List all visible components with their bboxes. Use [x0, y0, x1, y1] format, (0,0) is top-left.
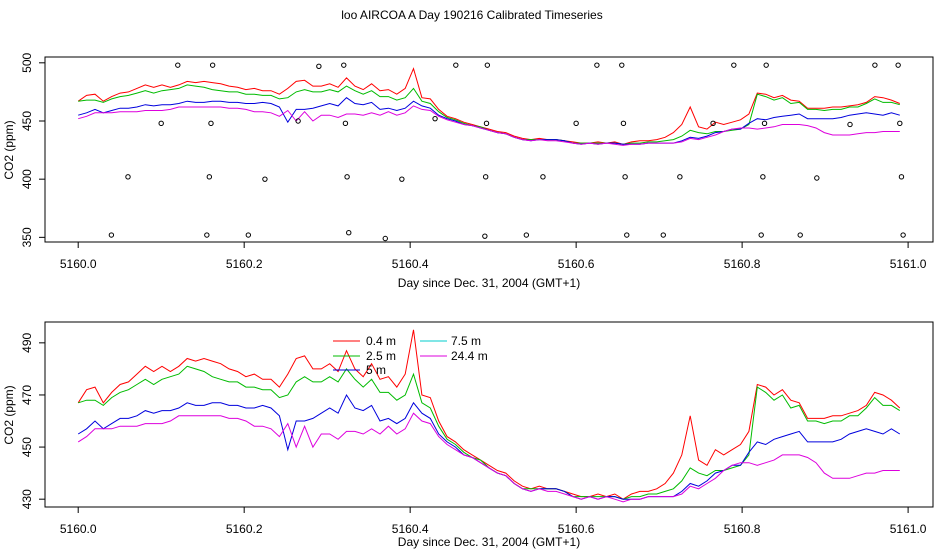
top-marker-point: [847, 121, 853, 128]
legend-label-2-5m: 2.5 m: [366, 349, 396, 363]
bottom-x-tick-label: 5161.0: [890, 522, 927, 536]
bottom-plot-frame: [44, 321, 934, 508]
top-marker-point: [677, 174, 683, 180]
top-marker-point: [295, 118, 301, 124]
top-x-tick-label: 5160.0: [60, 257, 97, 271]
bottom-x-axis-title: Day since Dec. 31, 2004 (GMT+1): [398, 535, 580, 549]
bottom-y-tick-label: 490: [20, 333, 34, 353]
top-line-series-0: [77, 67, 900, 145]
top-marker-point: [158, 120, 164, 127]
top-marker-point: [206, 174, 213, 180]
bottom-y-tick-label: 430: [20, 489, 34, 509]
bottom-x-axis: 5160.0 5160.2 5160.4 5160.6 5160.8 5161.0: [60, 506, 927, 536]
top-x-tick-label: 5160.6: [558, 257, 595, 271]
top-marker-point: [573, 120, 579, 127]
top-marker-point: [897, 120, 903, 127]
top-marker-point: [523, 232, 530, 238]
top-line-series-2: [78, 97, 900, 145]
bottom-line-24-4-m: [77, 412, 900, 503]
top-marker-point: [872, 62, 878, 68]
bottom-y-tick-label: 450: [20, 437, 34, 457]
top-marker-point: [710, 120, 716, 127]
top-line-series-3: [78, 105, 900, 146]
top-marker-point: [482, 233, 488, 239]
top-marker-point: [620, 120, 627, 127]
top-marker-point: [382, 235, 388, 242]
chart-title: loo AIRCOA A Day 190216 Calibrated Times…: [341, 8, 602, 22]
bottom-line-5-m: [77, 393, 901, 500]
top-marker-point: [619, 62, 625, 68]
top-marker-point: [262, 176, 268, 182]
top-marker-point: [316, 63, 322, 70]
top-marker-point: [175, 62, 181, 68]
bottom-y-axis: 430 450 470 490: [20, 333, 46, 509]
top-marker-point: [758, 232, 764, 238]
bottom-x-tick-label: 5160.8: [724, 522, 761, 536]
legend-label-5m: 5 m: [366, 363, 386, 377]
top-y-axis: 350 400 450 500: [20, 52, 46, 247]
top-x-tick-label: 5160.4: [392, 257, 429, 271]
bottom-x-tick-label: 5160.4: [392, 522, 429, 536]
bottom-x-tick-label: 5160.0: [60, 522, 97, 536]
top-y-axis-title: CO2 (ppm): [2, 120, 16, 179]
top-marker-point: [895, 62, 901, 68]
top-marker-point: [540, 174, 546, 180]
top-marker-point: [898, 174, 905, 180]
top-marker-point: [660, 232, 666, 238]
top-marker-point: [399, 176, 405, 182]
top-marker-point: [245, 232, 252, 238]
top-x-tick-label: 5160.2: [226, 257, 263, 271]
top-line-series-1: [78, 84, 900, 145]
top-y-tick-label: 450: [20, 111, 34, 131]
bottom-line-0-4-m: [77, 329, 901, 500]
top-marker-point: [204, 232, 210, 238]
legend-label-24-4m: 24.4 m: [451, 349, 488, 363]
bottom-line-2-5-m: [78, 365, 901, 500]
bottom-x-tick-label: 5160.2: [226, 522, 263, 536]
top-marker-point: [208, 120, 214, 127]
top-marker-point: [761, 120, 768, 127]
bottom-series-group: [77, 329, 901, 503]
top-x-tick-label: 5161.0: [890, 257, 927, 271]
bottom-panel: 5160.0 5160.2 5160.4 5160.6 5160.8 5161.0 430…: [2, 321, 934, 549]
top-marker-point: [900, 232, 906, 238]
top-marker-point: [125, 174, 131, 180]
top-marker-point: [622, 174, 628, 180]
legend-label-0-4m: 0.4 m: [366, 334, 396, 348]
top-marker-point: [760, 174, 766, 180]
top-marker-point: [341, 62, 347, 68]
top-marker-point: [624, 232, 630, 238]
top-marker-point: [432, 115, 438, 122]
top-panel: 5160.0 5160.2 5160.4 5160.6 5160.8 5161.0 350…: [2, 52, 934, 290]
top-marker-point: [797, 232, 803, 238]
top-marker-point: [344, 174, 350, 180]
top-marker-point: [594, 62, 600, 68]
top-x-tick-label: 5160.8: [724, 257, 761, 271]
top-marker-point: [763, 62, 769, 68]
top-x-axis-title: Day since Dec. 31, 2004 (GMT+1): [398, 276, 580, 290]
bottom-y-axis-title: CO2 (ppm): [2, 385, 16, 444]
top-marker-point: [484, 62, 491, 68]
top-y-tick-label: 400: [20, 169, 34, 189]
top-marker-point: [482, 174, 489, 180]
top-marker-point: [209, 62, 216, 68]
top-marker-point: [731, 62, 737, 68]
legend: 0.4 m 2.5 m 5 m 7.5 m 24.4 m: [333, 334, 488, 377]
top-marker-point: [483, 120, 490, 127]
top-y-tick-label: 350: [20, 227, 34, 247]
top-marker-point: [108, 232, 115, 238]
top-marker-point: [346, 229, 352, 236]
legend-label-7-5m: 7.5 m: [451, 334, 481, 348]
top-x-axis: 5160.0 5160.2 5160.4 5160.6 5160.8 5161.0: [60, 241, 927, 271]
bottom-y-tick-label: 470: [20, 385, 34, 405]
top-marker-point: [814, 175, 820, 181]
top-marker-point: [453, 62, 459, 68]
top-y-tick-label: 500: [20, 52, 34, 72]
bottom-x-tick-label: 5160.6: [558, 522, 595, 536]
top-marker-point: [342, 120, 349, 127]
top-series-group: [77, 62, 906, 242]
